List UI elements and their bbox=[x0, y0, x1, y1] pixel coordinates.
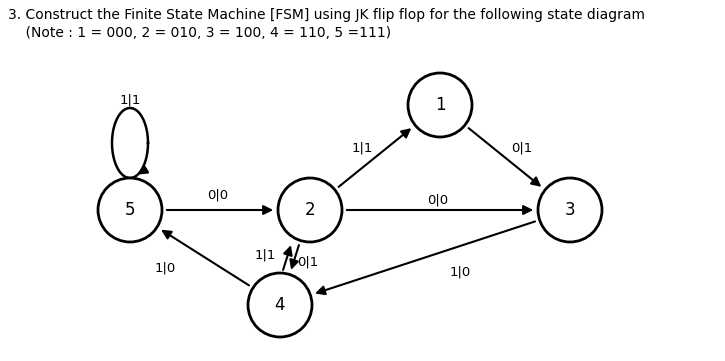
Text: 0|1: 0|1 bbox=[511, 142, 533, 155]
Text: 5: 5 bbox=[125, 201, 136, 219]
Text: 1|1: 1|1 bbox=[120, 93, 141, 106]
Circle shape bbox=[278, 178, 342, 242]
Text: 1|0: 1|0 bbox=[154, 261, 175, 274]
Text: 0|0: 0|0 bbox=[207, 188, 228, 201]
Text: 0|0: 0|0 bbox=[428, 193, 449, 206]
Circle shape bbox=[98, 178, 162, 242]
Circle shape bbox=[408, 73, 472, 137]
Text: 1: 1 bbox=[435, 96, 445, 114]
Text: 1|1: 1|1 bbox=[254, 248, 276, 261]
Text: 3: 3 bbox=[565, 201, 576, 219]
Text: (Note : 1 = 000, 2 = 010, 3 = 100, 4 = 110, 5 =111): (Note : 1 = 000, 2 = 010, 3 = 100, 4 = 1… bbox=[8, 26, 391, 40]
Text: 4: 4 bbox=[275, 296, 285, 314]
Text: 1|1: 1|1 bbox=[352, 142, 373, 155]
Text: 1|0: 1|0 bbox=[450, 265, 471, 278]
Circle shape bbox=[248, 273, 312, 337]
Circle shape bbox=[538, 178, 602, 242]
Text: 2: 2 bbox=[304, 201, 315, 219]
Text: 3. Construct the Finite State Machine [FSM] using JK flip flop for the following: 3. Construct the Finite State Machine [F… bbox=[8, 8, 645, 22]
Text: 0|1: 0|1 bbox=[297, 256, 318, 269]
